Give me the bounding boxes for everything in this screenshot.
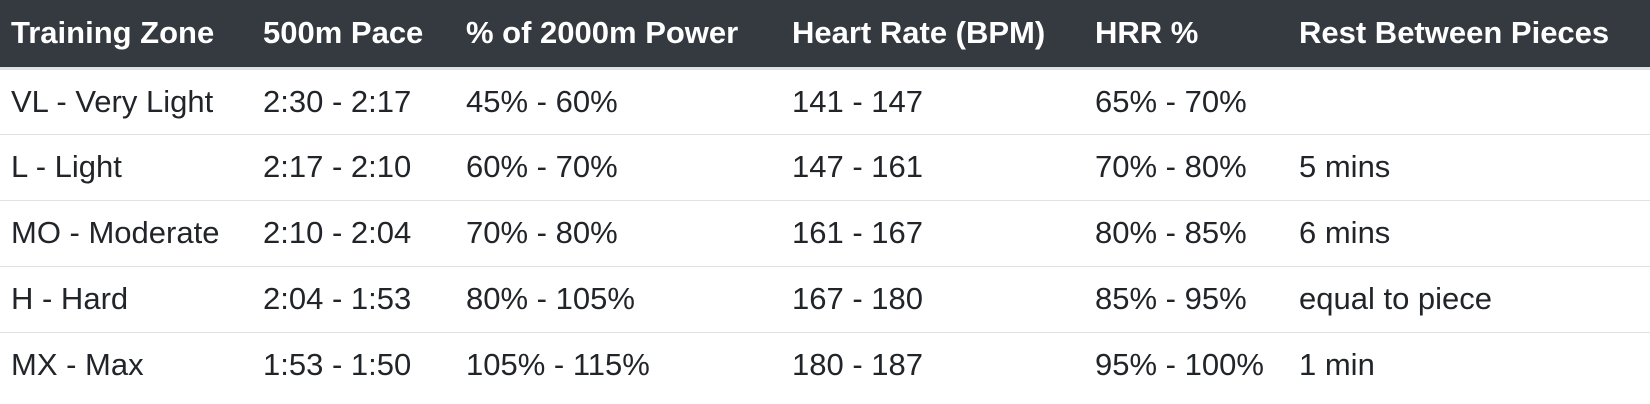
cell-500m-pace: 2:10 - 2:04 [252, 200, 455, 267]
table-row: VL - Very Light 2:30 - 2:17 45% - 60% 14… [0, 68, 1650, 135]
cell-hrr-percent: 85% - 95% [1084, 266, 1288, 333]
header-hrr-percent: HRR % [1084, 0, 1288, 70]
cell-heart-rate: 141 - 147 [781, 68, 1084, 135]
cell-heart-rate: 147 - 161 [781, 134, 1084, 201]
header-row: Training Zone 500m Pace % of 2000m Power… [0, 0, 1650, 70]
cell-heart-rate: 167 - 180 [781, 266, 1084, 333]
cell-training-zone: MO - Moderate [0, 200, 252, 267]
cell-training-zone: MX - Max [11, 347, 144, 383]
table-header: Training Zone 500m Pace % of 2000m Power… [0, 0, 1650, 70]
cell-rest: 1 min [1299, 347, 1375, 383]
cell-rest: equal to piece [1288, 266, 1650, 333]
cell-500m-pace: 1:53 - 1:50 [263, 347, 412, 383]
cell-rest: 5 mins [1288, 134, 1650, 201]
cell-hrr-percent: 70% - 80% [1084, 134, 1288, 201]
cell-training-zone: L - Light [0, 134, 252, 201]
table-row: MO - Moderate 2:10 - 2:04 70% - 80% 161 … [0, 200, 1650, 267]
cell-hrr-percent: 65% - 70% [1084, 68, 1288, 135]
cell-hrr-percent: 95% - 100% [1095, 347, 1264, 383]
table-row: H - Hard 2:04 - 1:53 80% - 105% 167 - 18… [0, 266, 1650, 333]
header-heart-rate: Heart Rate (BPM) [781, 0, 1084, 70]
header-percent-2000m-power: % of 2000m Power [455, 0, 781, 70]
cell-500m-pace: 2:04 - 1:53 [252, 266, 455, 333]
cell-percent-power: 105% - 115% [466, 347, 650, 383]
cell-percent-power: 70% - 80% [455, 200, 781, 267]
cell-heart-rate: 180 - 187 [792, 347, 923, 383]
header-training-zone: Training Zone [0, 0, 252, 70]
cell-percent-power: 45% - 60% [455, 68, 781, 135]
header-rest-between-pieces: Rest Between Pieces [1288, 0, 1650, 70]
cell-rest: 6 mins [1288, 200, 1650, 267]
cell-500m-pace: 2:30 - 2:17 [252, 68, 455, 135]
cell-heart-rate: 161 - 167 [781, 200, 1084, 267]
cell-training-zone: VL - Very Light [0, 68, 252, 135]
cell-percent-power: 80% - 105% [455, 266, 781, 333]
table-row: L - Light 2:17 - 2:10 60% - 70% 147 - 16… [0, 134, 1650, 201]
cell-training-zone: H - Hard [0, 266, 252, 333]
cell-500m-pace: 2:17 - 2:10 [252, 134, 455, 201]
header-500m-pace: 500m Pace [252, 0, 455, 70]
cell-percent-power: 60% - 70% [455, 134, 781, 201]
table-body: VL - Very Light 2:30 - 2:17 45% - 60% 14… [0, 68, 1650, 398]
table-row: MX - Max 1:53 - 1:50 105% - 115% 180 - 1… [0, 332, 1650, 398]
cell-hrr-percent: 80% - 85% [1084, 200, 1288, 267]
cell-rest [1288, 68, 1650, 135]
